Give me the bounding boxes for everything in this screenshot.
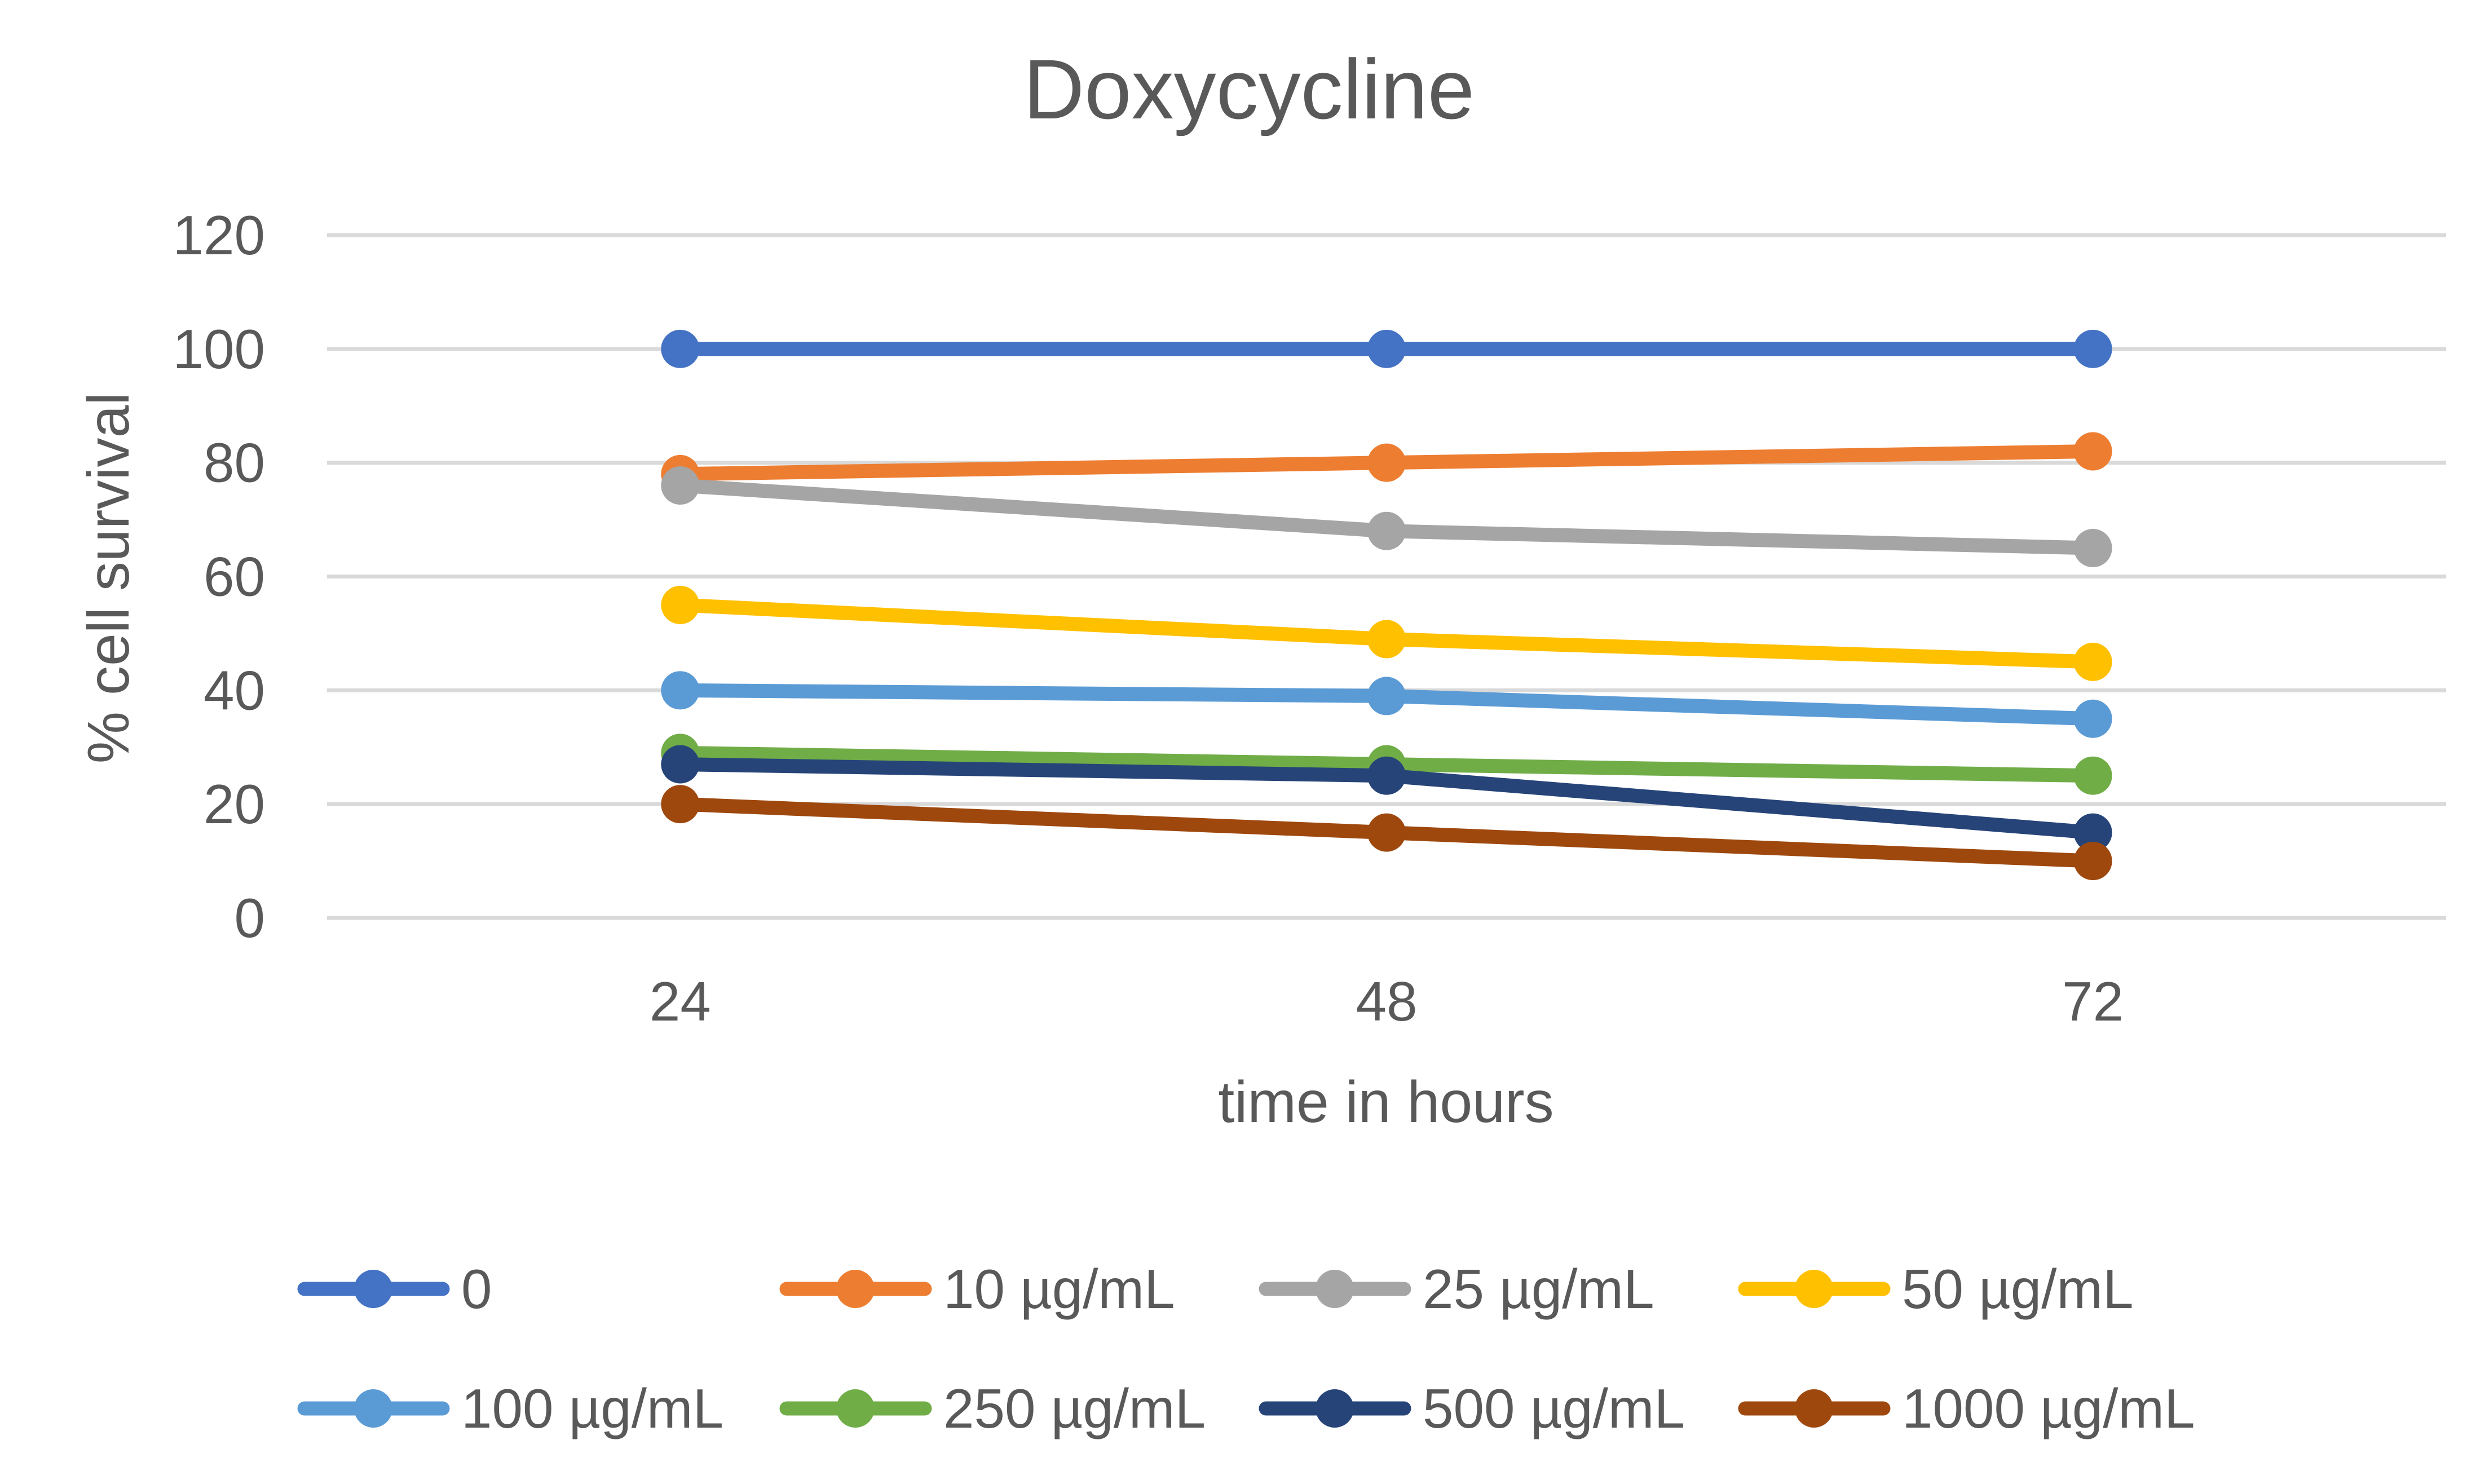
x-tick-label: 24 <box>650 970 711 1032</box>
legend-swatch-marker <box>1795 1270 1833 1308</box>
legend-label: 250 µg/mL <box>943 1377 1206 1439</box>
data-point <box>1367 813 1406 852</box>
legend-swatch-marker <box>836 1270 875 1308</box>
legend-swatch-marker <box>836 1389 875 1428</box>
data-point <box>1367 756 1406 795</box>
y-tick-label: 40 <box>204 659 265 721</box>
y-tick-label: 60 <box>204 546 265 608</box>
y-tick-label: 80 <box>204 432 265 494</box>
y-tick-label: 100 <box>173 318 265 380</box>
series-6 <box>661 745 2112 852</box>
data-point <box>2073 432 2112 471</box>
legend-item: 100 µg/mL <box>297 1377 723 1439</box>
legend-swatch-marker <box>1795 1389 1833 1428</box>
y-tick-label: 0 <box>234 887 265 949</box>
series-4 <box>661 671 2112 738</box>
series-2 <box>661 466 2112 568</box>
series-lines <box>661 329 2112 881</box>
data-point <box>2073 842 2112 881</box>
data-point <box>661 329 700 368</box>
legend: 0 10 µg/mL 25 µg/mL 50 µg/mL 100 µg/mL 250 µg… <box>297 1258 2195 1439</box>
legend-swatch-marker <box>354 1389 392 1428</box>
legend-item: 25 µg/mL <box>1259 1258 1654 1320</box>
data-point <box>661 466 700 505</box>
data-point <box>2073 699 2112 738</box>
x-axis-title: time in hours <box>1218 1070 1553 1135</box>
legend-label: 10 µg/mL <box>943 1258 1175 1320</box>
legend-label: 50 µg/mL <box>1902 1258 2134 1320</box>
x-tick-label: 48 <box>1356 970 1417 1032</box>
legend-swatch-marker <box>1316 1270 1354 1308</box>
data-point <box>2073 813 2112 852</box>
data-point <box>1367 620 1406 659</box>
legend-swatch-marker <box>1316 1389 1354 1428</box>
data-point <box>661 785 700 824</box>
legend-item: 0 <box>297 1258 492 1320</box>
y-axis-ticks: 0 20 40 60 80 100 120 <box>173 204 265 949</box>
legend-item: 50 µg/mL <box>1738 1258 2134 1320</box>
data-point <box>1367 511 1406 550</box>
y-axis-title: % cell survival <box>76 392 142 764</box>
data-point <box>661 745 700 784</box>
data-point <box>1367 443 1406 482</box>
data-point <box>2073 642 2112 681</box>
series-7 <box>661 785 2112 881</box>
legend-item: 10 µg/mL <box>779 1258 1175 1320</box>
data-point <box>2073 329 2112 368</box>
legend-label: 100 µg/mL <box>461 1377 723 1439</box>
y-tick-label: 20 <box>204 773 265 835</box>
series-3 <box>661 585 2112 681</box>
legend-label: 1000 µg/mL <box>1902 1377 2195 1439</box>
chart-title: Doxycycline <box>1023 42 1475 136</box>
legend-item: 500 µg/mL <box>1259 1377 1685 1439</box>
data-point <box>661 671 700 710</box>
y-tick-label: 120 <box>173 204 265 266</box>
legend-item: 250 µg/mL <box>779 1377 1206 1439</box>
legend-swatch-marker <box>354 1270 392 1308</box>
data-point <box>2073 756 2112 795</box>
legend-label: 0 <box>461 1258 492 1320</box>
legend-item: 1000 µg/mL <box>1738 1377 2195 1439</box>
series-0 <box>661 329 2112 368</box>
data-point <box>2073 529 2112 568</box>
x-axis-ticks: 24 48 72 <box>650 970 2124 1032</box>
x-tick-label: 72 <box>2062 970 2124 1032</box>
data-point <box>1367 329 1406 368</box>
legend-label: 500 µg/mL <box>1423 1377 1685 1439</box>
data-point <box>1367 677 1406 716</box>
legend-label: 25 µg/mL <box>1423 1258 1654 1320</box>
data-point <box>661 585 700 624</box>
